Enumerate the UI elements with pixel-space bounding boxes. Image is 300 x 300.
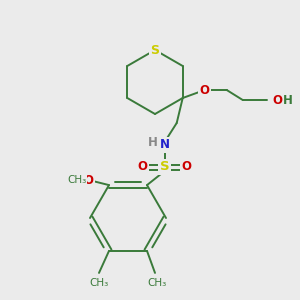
- Text: N: N: [160, 139, 170, 152]
- Text: S: S: [151, 44, 160, 56]
- Text: CH₃: CH₃: [68, 175, 87, 185]
- Text: O: O: [273, 94, 283, 106]
- Text: O: O: [83, 174, 93, 187]
- Text: CH₃: CH₃: [147, 278, 167, 288]
- Text: H: H: [283, 94, 292, 106]
- Text: S: S: [160, 160, 169, 173]
- Text: O: O: [200, 83, 210, 97]
- Text: O: O: [182, 160, 192, 173]
- Text: O: O: [138, 160, 148, 173]
- Text: H: H: [148, 136, 158, 149]
- Text: CH₃: CH₃: [89, 278, 109, 288]
